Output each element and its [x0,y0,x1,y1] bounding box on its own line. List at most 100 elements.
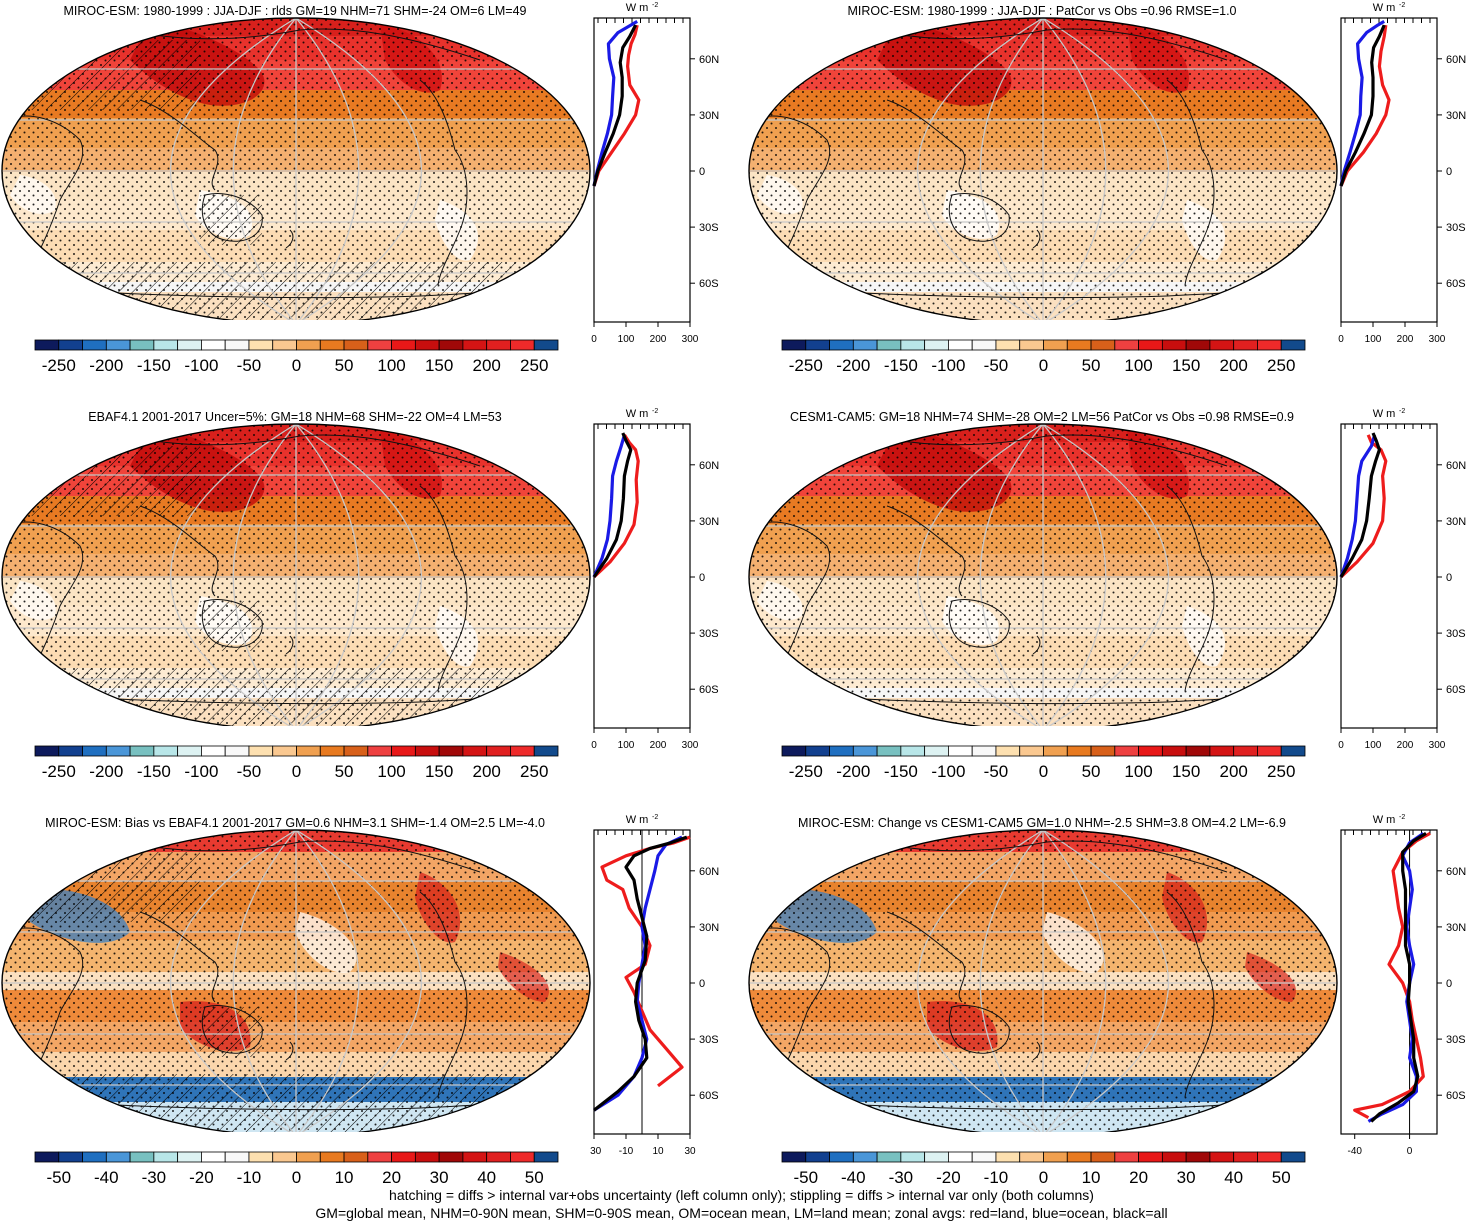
colorbar-tick-label: 200 [472,356,500,375]
colorbar-swatch [1185,745,1211,757]
colorbar-tick-label: -10 [984,1168,1009,1187]
zonal-x-tick-label: 300 [1429,334,1446,345]
colorbar-swatch [58,339,83,351]
zonal-line-all [1339,432,1381,578]
zonal-line-land [1339,24,1391,187]
colorbar-swatch [948,339,973,351]
zonal-x-tick-label: 0 [591,740,597,751]
zonal-line-land [1339,434,1388,579]
zonal-lat-tick-label: 60N [699,866,719,878]
zonal-lat-tick-label: 60S [699,278,719,290]
colorbar-swatch [1066,745,1092,757]
colorbar-swatch [296,339,321,351]
colorbar: -250 -200 -150 -100 -50 0 50 100 150 200 250 [781,745,1306,781]
colorbar-tick-label: 250 [1267,762,1295,781]
zonal-x-tick-label: 300 [1429,740,1446,751]
colorbar-tick-label: 50 [1272,1168,1291,1187]
zonal-unit-exponent: -2 [1399,814,1405,821]
colorbar-swatch [533,339,559,351]
colorbar: -250 -200 -150 -100 -50 0 50 100 150 200 250 [34,339,559,375]
colorbar-tick-label: 0 [1039,762,1048,781]
colorbar-swatch [510,339,535,351]
colorbar-swatch [1161,1151,1187,1163]
zonal-line-ocean [592,434,626,578]
panel-5: MIROC-ESM: Bias vs EBAF4.1 2001-2017 GM=… [0,812,741,1217]
zonal-unit-exponent: -2 [1399,408,1405,415]
zonal-lat-tick-label: 0 [1446,572,1452,584]
map-plot [748,829,1338,1132]
colorbar-tick-label: -250 [789,356,823,375]
colorbar: -50 -40 -30 -20 -10 0 10 20 30 40 50 [34,1151,559,1187]
footer-note-2: GM=global mean, NHM=0-90N mean, SHM=0-90… [315,1205,1168,1221]
colorbar-swatch [414,745,440,757]
panel-title: EBAF4.1 2001-2017 Uncer=5%: GM=18 NHM=68… [88,410,502,424]
zonal-lat-tick-label: 30N [699,922,719,934]
colorbar-swatch [82,339,107,351]
colorbar-swatch [829,745,854,757]
colorbar-swatch [1066,1151,1092,1163]
zonal-x-tick-label: 100 [618,334,635,345]
colorbar-tick-label: 0 [292,1168,301,1187]
colorbar-swatch [438,1151,464,1163]
zonal-lat-tick-label: 60N [699,54,719,66]
zonal-x-tick-label: 100 [1365,334,1382,345]
colorbar-swatch [1233,745,1258,757]
colorbar-swatch [805,1151,830,1163]
colorbar-tick-label: -200 [89,762,123,781]
zonal-lat-tick-label: 30S [1446,1034,1466,1046]
colorbar-swatch [1114,339,1139,351]
zonal-mean-plot: W m -2 60N 30N 0 30S 60S 0 100 200 300 [591,2,719,345]
colorbar-swatch [852,1151,878,1163]
colorbar-tick-label: 20 [382,1168,401,1187]
colorbar-tick-label: 100 [1124,356,1152,375]
colorbar-swatch [1257,339,1282,351]
colorbar-tick-label: 100 [377,356,405,375]
colorbar-swatch [876,745,902,757]
colorbar-swatch [852,745,878,757]
colorbar-tick-label: 50 [335,762,354,781]
colorbar-tick-label: 150 [1172,356,1200,375]
colorbar-swatch [510,1151,535,1163]
colorbar-swatch [201,339,226,351]
colorbar-swatch [1043,339,1068,351]
colorbar-tick-label: 10 [1082,1168,1101,1187]
zonal-lat-tick-label: 30N [1446,110,1466,122]
colorbar-tick-label: 50 [1082,762,1101,781]
colorbar-tick-label: 10 [335,1168,354,1187]
colorbar-tick-label: 50 [525,1168,544,1187]
colorbar-swatch [414,1151,440,1163]
colorbar-tick-label: 150 [1172,762,1200,781]
zonal-line-ocean [1367,832,1425,1123]
colorbar-swatch [486,339,511,351]
colorbar-swatch [1185,1151,1211,1163]
colorbar-swatch [1019,745,1044,757]
colorbar-tick-label: 250 [1267,356,1295,375]
colorbar-swatch [1138,1151,1163,1163]
zonal-line-all [592,432,633,578]
colorbar-swatch [129,745,155,757]
zonal-line-all [1370,832,1427,1123]
zonal-x-tick-label: 0 [1407,1146,1413,1157]
zonal-lat-tick-label: 30S [1446,628,1466,640]
colorbar-tick-label: 0 [1039,1168,1048,1187]
panel-6: MIROC-ESM: Change vs CESM1-CAM5 GM=1.0 N… [747,812,1483,1217]
colorbar-swatch [34,339,60,351]
colorbar-swatch [248,339,274,351]
colorbar-swatch [272,1151,297,1163]
zonal-mean-plot: W m -2 60N 30N 0 30S 60S 0 100 200 300 [1338,408,1466,751]
zonal-frame [1340,17,1438,323]
colorbar-swatch [1233,1151,1258,1163]
colorbar-tick-label: 150 [425,356,453,375]
colorbar-tick-label: 100 [377,762,405,781]
colorbar-tick-label: -200 [89,356,123,375]
colorbar-swatch [105,745,131,757]
colorbar-swatch [367,1151,392,1163]
panel-title: MIROC-ESM: Bias vs EBAF4.1 2001-2017 GM=… [45,816,545,830]
zonal-unit-label: W m [626,814,649,826]
colorbar-tick-label: 250 [520,762,548,781]
zonal-line-all [592,24,638,187]
colorbar-swatch [177,745,202,757]
colorbar-swatch [924,1151,949,1163]
colorbar-swatch [105,1151,131,1163]
zonal-lat-tick-label: 60S [1446,278,1466,290]
